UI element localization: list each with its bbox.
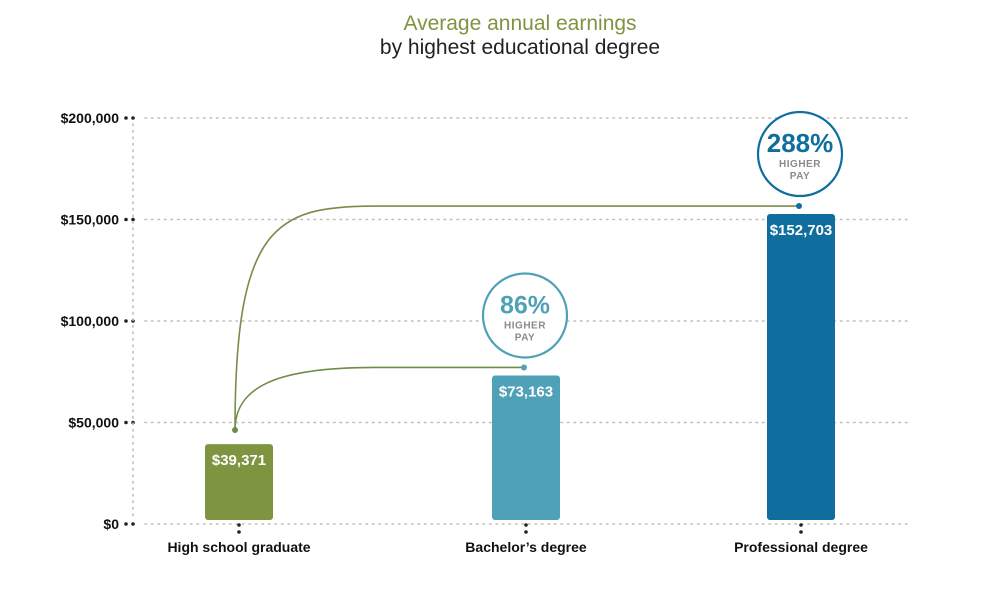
connector-origin-dot [232, 427, 238, 433]
bar [492, 375, 560, 520]
connector-line [234, 366, 524, 431]
bar-value-label: $152,703 [770, 222, 833, 239]
category-label: Professional degree [734, 539, 868, 555]
chart-title: Average annual earnings [403, 12, 636, 35]
tick-dot [124, 319, 128, 323]
y-tick-label: $100,000 [61, 313, 120, 329]
percent-label: 288% [767, 128, 834, 158]
tick-dot [124, 522, 128, 526]
category-label: High school graduate [167, 539, 310, 555]
x-tick-dot [799, 523, 803, 527]
higher-pay-badge [481, 272, 569, 359]
y-tick-label: $50,000 [68, 415, 119, 431]
badge-text-line1: HIGHER [504, 320, 546, 331]
tick-dot [124, 420, 128, 425]
tick-dot [124, 116, 128, 120]
badge-text-line2: PAY [790, 171, 810, 182]
y-tick-label: $200,000 [61, 110, 120, 126]
bars [205, 214, 835, 520]
percent-label: 86% [500, 291, 550, 319]
y-axis: $0 $50,000 $100,000 $150,000 $200,000 [61, 110, 803, 534]
bar [767, 214, 835, 520]
tick-dot [131, 217, 135, 222]
x-tick-dot [799, 530, 803, 534]
tick-dot [131, 522, 135, 526]
badge-text-line1: HIGHER [779, 159, 821, 170]
connectors [232, 203, 802, 433]
bar-value-label: $73,163 [499, 383, 553, 400]
tick-dot [124, 217, 128, 222]
x-tick-dot [237, 530, 241, 534]
tick-dot [131, 116, 135, 120]
x-tick-dot [524, 530, 528, 534]
x-tick-dot [524, 523, 528, 527]
bar-value-label: $39,371 [212, 452, 266, 469]
badge-text-line2: PAY [515, 332, 535, 343]
labels: $39,371 High school graduate $73,163 Bachel… [167, 222, 868, 555]
category-label: Bachelor’s degree [465, 539, 587, 555]
higher-pay-badge [756, 110, 844, 198]
x-tick-dot [237, 523, 241, 527]
chart-subtitle: by highest educational degree [380, 36, 660, 59]
bar [205, 444, 273, 520]
y-tick-label: $150,000 [61, 212, 120, 228]
connector-end-dot [796, 203, 802, 210]
y-tick-label: $0 [103, 516, 119, 532]
connector-end-dot [521, 364, 527, 371]
connector-line [234, 205, 799, 431]
